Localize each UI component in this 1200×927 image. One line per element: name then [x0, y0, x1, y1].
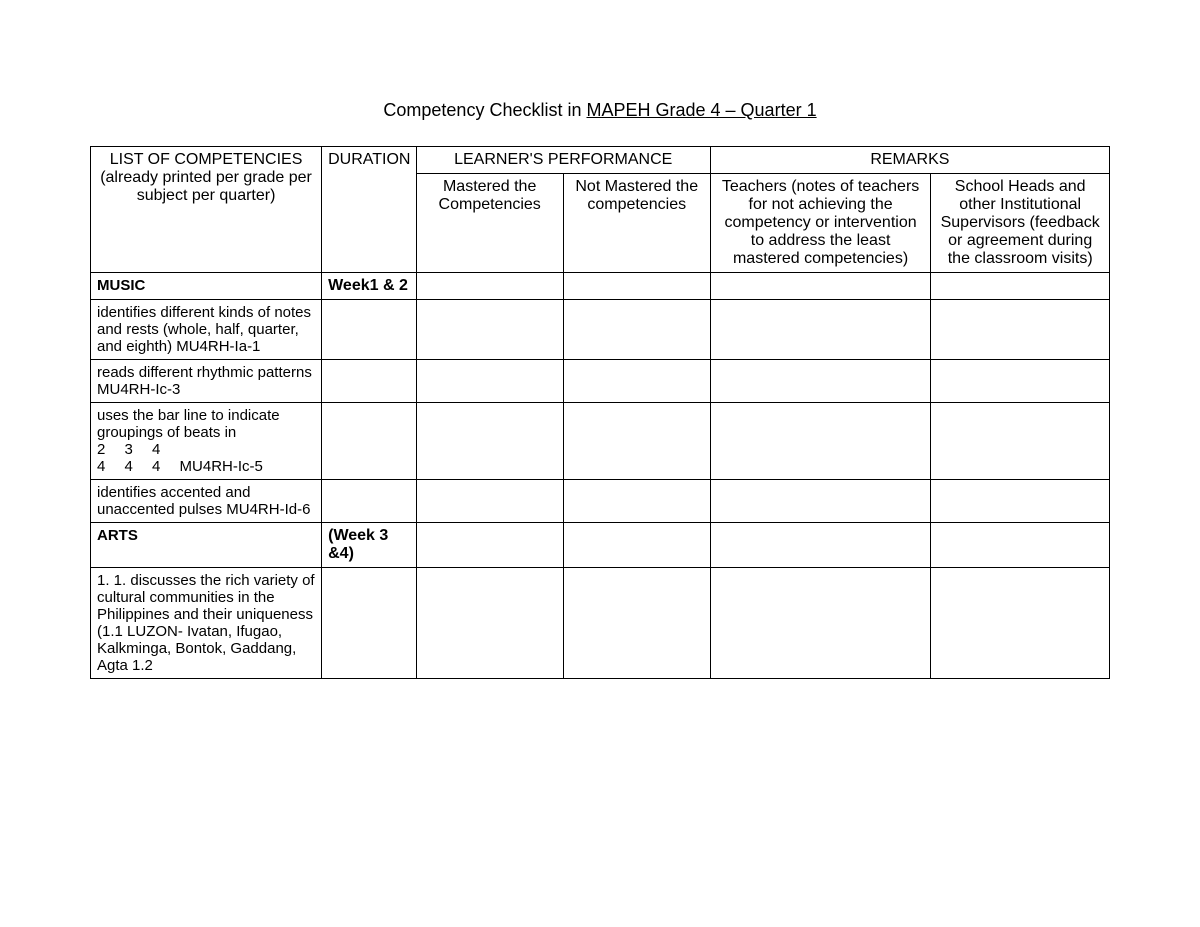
empty-cell: [563, 403, 710, 480]
empty-cell: [710, 568, 931, 679]
empty-cell: [563, 300, 710, 360]
empty-cell: [710, 360, 931, 403]
competency-table: LIST OF COMPETENCIES (already printed pe…: [90, 146, 1110, 679]
title-prefix: Competency Checklist in: [383, 100, 586, 120]
empty-cell: [416, 523, 563, 568]
empty-cell: [931, 360, 1110, 403]
competency-cell: identifies different kinds of notes and …: [91, 300, 322, 360]
empty-cell: [931, 568, 1110, 679]
empty-cell: [931, 403, 1110, 480]
table-row: ARTS(Week 3 &4): [91, 523, 1110, 568]
table-row: uses the bar line to indicate groupings …: [91, 403, 1110, 480]
empty-cell: [710, 300, 931, 360]
header-learners-performance: LEARNER'S PERFORMANCE: [416, 147, 710, 174]
header-duration: DURATION: [322, 147, 417, 273]
competency-cell: 1. 1. discusses the rich variety of cult…: [91, 568, 322, 679]
duration-cell: [322, 480, 417, 523]
empty-cell: [563, 480, 710, 523]
empty-cell: [931, 273, 1110, 300]
empty-cell: [710, 273, 931, 300]
empty-cell: [563, 360, 710, 403]
header-remarks: REMARKS: [710, 147, 1109, 174]
duration-cell: Week1 & 2: [322, 273, 417, 300]
title-underline: MAPEH Grade 4 – Quarter 1: [586, 100, 816, 120]
duration-cell: (Week 3 &4): [322, 523, 417, 568]
empty-cell: [416, 300, 563, 360]
empty-cell: [416, 273, 563, 300]
duration-cell: [322, 403, 417, 480]
duration-cell: [322, 300, 417, 360]
table-row: MUSICWeek1 & 2: [91, 273, 1110, 300]
empty-cell: [931, 480, 1110, 523]
empty-cell: [710, 403, 931, 480]
empty-cell: [416, 360, 563, 403]
duration-cell: [322, 360, 417, 403]
empty-cell: [563, 273, 710, 300]
empty-cell: [416, 480, 563, 523]
competency-cell: reads different rhythmic patterns MU4RH-…: [91, 360, 322, 403]
empty-cell: [416, 403, 563, 480]
empty-cell: [710, 523, 931, 568]
table-row: identifies accented and unaccented pulse…: [91, 480, 1110, 523]
competency-cell: uses the bar line to indicate groupings …: [91, 403, 322, 480]
header-school-heads: School Heads and other Institutional Sup…: [931, 174, 1110, 273]
empty-cell: [931, 523, 1110, 568]
empty-cell: [931, 300, 1110, 360]
empty-cell: [710, 480, 931, 523]
table-row: 1. 1. discusses the rich variety of cult…: [91, 568, 1110, 679]
competency-cell: ARTS: [91, 523, 322, 568]
table-row: identifies different kinds of notes and …: [91, 300, 1110, 360]
table-row: reads different rhythmic patterns MU4RH-…: [91, 360, 1110, 403]
page-title: Competency Checklist in MAPEH Grade 4 – …: [90, 100, 1110, 121]
competency-cell: identifies accented and unaccented pulse…: [91, 480, 322, 523]
empty-cell: [563, 568, 710, 679]
duration-cell: [322, 568, 417, 679]
header-mastered: Mastered the Competencies: [416, 174, 563, 273]
empty-cell: [416, 568, 563, 679]
header-row-1: LIST OF COMPETENCIES (already printed pe…: [91, 147, 1110, 174]
competency-cell: MUSIC: [91, 273, 322, 300]
empty-cell: [563, 523, 710, 568]
header-teachers: Teachers (notes of teachers for not achi…: [710, 174, 931, 273]
header-not-mastered: Not Mastered the competencies: [563, 174, 710, 273]
header-competencies: LIST OF COMPETENCIES (already printed pe…: [91, 147, 322, 273]
